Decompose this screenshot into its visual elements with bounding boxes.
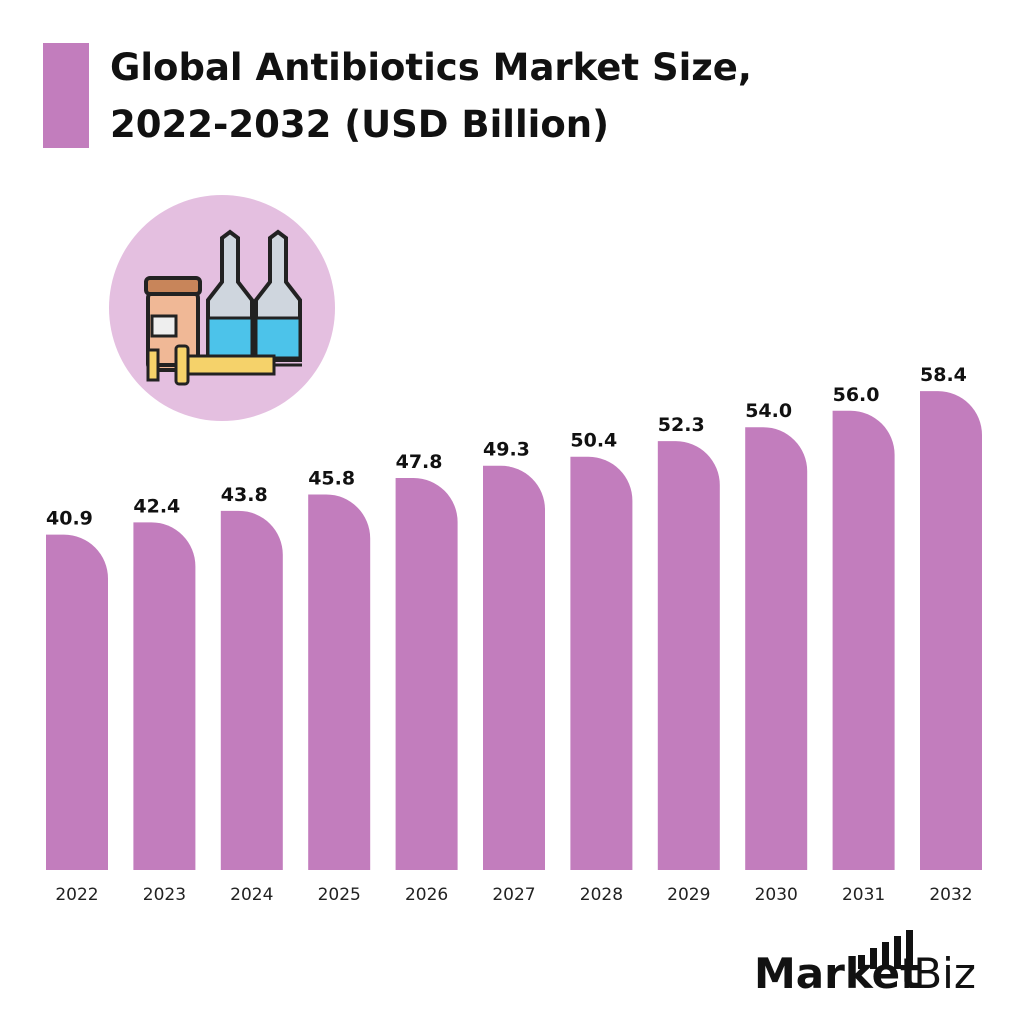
- value-label: 45.8: [308, 467, 355, 489]
- bar: [395, 478, 458, 870]
- bar: [220, 510, 283, 870]
- bar: [133, 522, 196, 870]
- x-tick-label: 2025: [318, 885, 361, 905]
- chart-title: 2022-2032 (USD Billion): [110, 103, 609, 146]
- bar: [745, 427, 808, 870]
- value-label: 54.0: [745, 400, 792, 422]
- value-label: 49.3: [483, 439, 530, 461]
- x-tick-label: 2028: [580, 885, 623, 905]
- bar: [920, 391, 982, 870]
- x-tick-label: 2026: [405, 885, 448, 905]
- x-tick-label: 2023: [143, 885, 186, 905]
- x-tick-label: 2022: [55, 885, 98, 905]
- bar: [832, 410, 895, 870]
- value-label: 58.4: [920, 364, 967, 386]
- chart-title: Global Antibiotics Market Size,: [110, 46, 752, 89]
- x-tick-label: 2024: [230, 885, 273, 905]
- bars: 40.9 2022 42.4 2023 43.8 2024 45.8 2025 47.8 2026…: [46, 364, 982, 905]
- value-label: 40.9: [46, 508, 93, 530]
- value-label: 43.8: [221, 484, 268, 506]
- x-tick-label: 2031: [842, 885, 885, 905]
- x-tick-label: 2032: [929, 885, 972, 905]
- logo: Market .Biz: [754, 930, 976, 998]
- brand-suffix: .Biz: [900, 949, 976, 998]
- title-accent: [43, 43, 89, 148]
- value-label: 52.3: [658, 414, 705, 436]
- x-tick-label: 2027: [492, 885, 535, 905]
- value-label: 47.8: [396, 451, 443, 473]
- bar: [483, 465, 545, 870]
- bar: [46, 534, 108, 870]
- bar: [570, 456, 633, 870]
- icon: [109, 195, 335, 421]
- brand-name: Market: [754, 949, 920, 998]
- bar: [308, 494, 371, 870]
- x-tick-label: 2029: [667, 885, 710, 905]
- value-label: 42.4: [133, 495, 180, 517]
- bar: [657, 441, 720, 870]
- value-label: 50.4: [570, 430, 617, 452]
- x-tick-label: 2030: [755, 885, 798, 905]
- value-label: 56.0: [833, 384, 880, 406]
